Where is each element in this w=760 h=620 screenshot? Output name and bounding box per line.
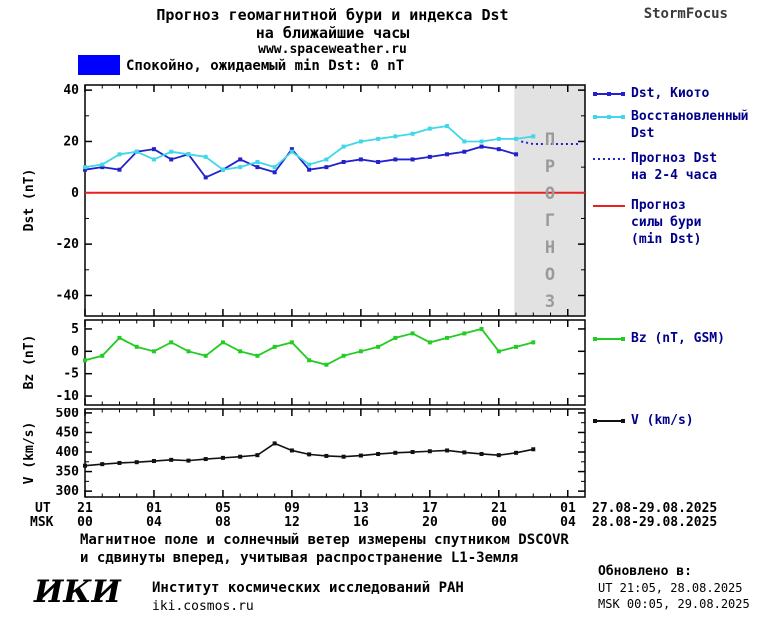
forecast-watermark: ПРОГНОЗ [540, 130, 560, 319]
v-chart: 500 450 400 350 300 [56, 408, 586, 498]
svg-text:300: 300 [56, 484, 80, 498]
svg-text:350: 350 [56, 465, 80, 480]
svg-text:500: 500 [56, 408, 80, 421]
msk-tick: 20 [422, 515, 438, 530]
msk-tick: 12 [284, 515, 300, 530]
ut-row-label: UT [35, 501, 51, 516]
bz-chart: 5 0 -5 -10 [56, 319, 586, 406]
page-title: Прогноз геомагнитной бури и индекса Dst [156, 6, 509, 24]
svg-text:-5: -5 [63, 367, 79, 382]
legend-label: V (km/s) [631, 413, 694, 428]
status-swatch [78, 55, 120, 75]
msk-date-range: 28.08-29.08.2025 [592, 515, 718, 530]
svg-text:20: 20 [63, 134, 79, 149]
legend-item-bz: Bz (nT, GSM) [593, 330, 725, 347]
svg-text:-40: -40 [56, 288, 80, 303]
footnote-line2: и сдвинуты вперед, учитывая распростране… [80, 550, 519, 566]
svg-text:40: 40 [63, 84, 79, 98]
svg-text:0: 0 [71, 186, 79, 201]
ut-tick: 05 [215, 501, 231, 516]
forecast-dst-legend-swatch [593, 158, 625, 160]
msk-tick: 04 [146, 515, 162, 530]
page-subtitle: на ближайшие часы [255, 24, 410, 42]
ut-tick: 01 [560, 501, 576, 516]
updated-msk: MSK 00:05, 29.08.2025 [598, 597, 750, 611]
msk-tick: 00 [77, 515, 93, 530]
legend-label: Dst, Киото [631, 86, 710, 101]
legend-item-storm-forecast: Прогноз силы бури (min Dst) [593, 197, 701, 248]
ut-date-range: 27.08-29.08.2025 [592, 501, 718, 516]
msk-tick: 04 [560, 515, 576, 530]
updated-label: Обновлено в: [598, 564, 692, 579]
brand-label: StormFocus [643, 6, 728, 22]
legend-item-v: V (km/s) [593, 412, 694, 429]
msk-axis-row: MSK 00 04 08 12 16 20 00 04 28.08-29.08.… [0, 515, 760, 530]
ut-tick: 01 [146, 501, 162, 516]
legend-item-dst-kyoto: Dst, Киото [593, 85, 709, 102]
msk-row-label: MSK [30, 515, 54, 530]
msk-tick: 00 [491, 515, 507, 530]
ut-axis-row: UT 21 01 05 09 13 17 21 01 27.08-29.08.2… [0, 501, 760, 516]
ut-tick: 13 [353, 501, 369, 516]
ut-tick: 21 [77, 501, 93, 516]
msk-tick: 08 [215, 515, 231, 530]
legend-label: Восстановленный Dst [631, 109, 749, 141]
footnote-line1: Магнитное поле и солнечный ветер измерен… [80, 532, 569, 548]
ut-tick: 17 [422, 501, 438, 516]
bz-legend-swatch [593, 337, 625, 341]
updated-ut: UT 21:05, 28.08.2025 [598, 581, 743, 595]
institute-site-link: iki.cosmos.ru [152, 599, 254, 614]
dst-kyoto-legend-swatch [593, 92, 625, 96]
legend-item-restored-dst: Восстановленный Dst [593, 108, 748, 142]
dst-axis-label: Dst (nT) [22, 168, 37, 232]
iki-logo: ИКИ [34, 574, 121, 610]
legend-label: Прогноз силы бури (min Dst) [631, 198, 702, 247]
legend-label: Bz (nT, GSM) [631, 331, 725, 346]
svg-text:450: 450 [56, 425, 80, 440]
dst-chart: 40 20 0 -20 -40 [56, 84, 586, 317]
status-text: Спокойно, ожидаемый min Dst: 0 nT [126, 58, 405, 74]
restored-dst-legend-swatch [593, 115, 625, 119]
website-link: www.spaceweather.ru [258, 42, 407, 57]
svg-text:-10: -10 [56, 389, 80, 404]
msk-tick: 16 [353, 515, 369, 530]
ut-tick: 09 [284, 501, 300, 516]
ut-tick: 21 [491, 501, 507, 516]
legend-label: Прогноз Dst на 2-4 часа [631, 151, 718, 183]
institute-name: Институт космических исследований РАН [152, 580, 464, 596]
v-legend-swatch [593, 419, 625, 423]
svg-text:400: 400 [56, 445, 80, 460]
svg-text:-20: -20 [56, 237, 80, 252]
legend-item-forecast-dst: Прогноз Dst на 2-4 часа [593, 150, 717, 184]
svg-text:5: 5 [71, 322, 79, 337]
svg-text:0: 0 [71, 344, 79, 359]
storm-forecast-legend-swatch [593, 205, 625, 207]
